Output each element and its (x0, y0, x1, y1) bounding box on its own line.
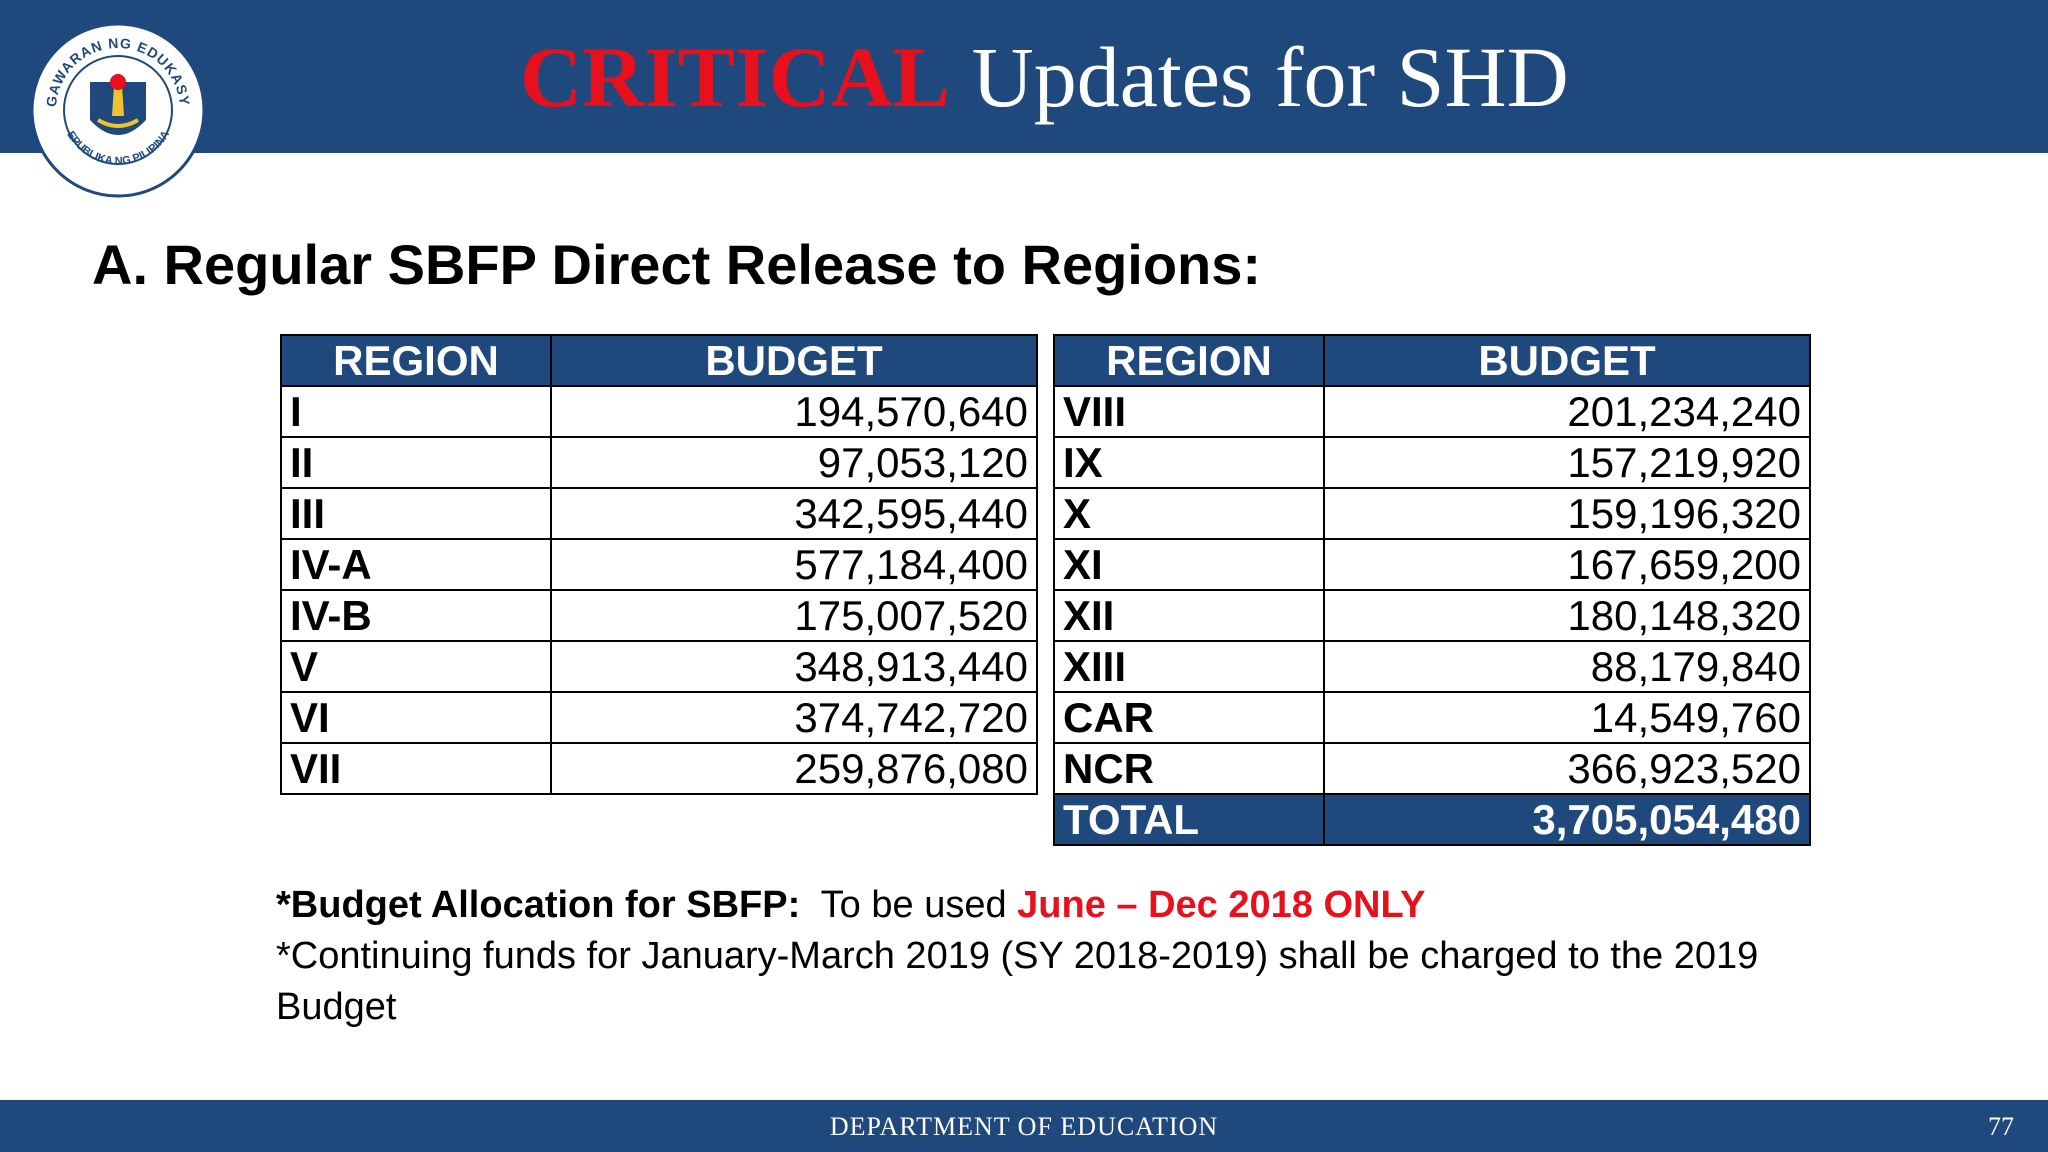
region-cell: VII (280, 742, 552, 795)
budget-cell: 348,913,440 (550, 640, 1038, 693)
page-title: CRITICAL Updates for SHD (520, 22, 1569, 132)
table-row: XI 167,659,200 (1053, 538, 1811, 591)
table-row: IV-A 577,184,400 (280, 538, 1038, 591)
region-cell: II (280, 436, 552, 489)
region-cell: VIII (1053, 385, 1325, 438)
footer-band (0, 1100, 2048, 1152)
total-label: TOTAL (1053, 793, 1325, 846)
title-rest: Updates for SHD (950, 29, 1569, 125)
budget-cell: 180,148,320 (1323, 589, 1811, 642)
budget-cell: 259,876,080 (550, 742, 1038, 795)
region-cell: NCR (1053, 742, 1325, 795)
region-cell: VI (280, 691, 552, 744)
table-row: CAR 14,549,760 (1053, 691, 1811, 744)
table-row: IV-B 175,007,520 (280, 589, 1038, 642)
table-row: III 342,595,440 (280, 487, 1038, 540)
table-row: IX 157,219,920 (1053, 436, 1811, 489)
budget-cell: 88,179,840 (1323, 640, 1811, 693)
table-header-row: REGION BUDGET (1053, 334, 1811, 387)
budget-cell: 374,742,720 (550, 691, 1038, 744)
title-emphasis: CRITICAL (520, 29, 951, 125)
region-cell: IV-A (280, 538, 552, 591)
note-budget-allocation: *Budget Allocation for SBFP: To be used … (276, 880, 1816, 931)
note-label: *Budget Allocation for SBFP: (276, 884, 801, 926)
column-header-budget: BUDGET (550, 334, 1038, 387)
note-continuing-funds: *Continuing funds for January-March 2019… (276, 935, 1759, 1028)
budget-table-left: REGION BUDGET I 194,570,640 II 97,053,120 … (280, 334, 1038, 795)
column-header-budget: BUDGET (1323, 334, 1811, 387)
table-row: X 159,196,320 (1053, 487, 1811, 540)
region-cell: CAR (1053, 691, 1325, 744)
table-header-row: REGION BUDGET (280, 334, 1038, 387)
budget-cell: 14,549,760 (1323, 691, 1811, 744)
table-row: II 97,053,120 (280, 436, 1038, 489)
footer-text: DEPARTMENT OF EDUCATION (829, 1112, 1219, 1141)
section-heading: A. Regular SBFP Direct Release to Region… (92, 233, 1262, 296)
region-cell: III (280, 487, 552, 540)
budget-cell: 175,007,520 (550, 589, 1038, 642)
note-highlight: June – Dec 2018 ONLY (1017, 884, 1426, 926)
budget-cell: 577,184,400 (550, 538, 1038, 591)
budget-cell: 167,659,200 (1323, 538, 1811, 591)
table-row: XII 180,148,320 (1053, 589, 1811, 642)
note-text: To be used (800, 884, 1018, 926)
page-number: 77 (1988, 1112, 2014, 1141)
budget-cell: 97,053,120 (550, 436, 1038, 489)
table-row: NCR 366,923,520 (1053, 742, 1811, 795)
table-row: V 348,913,440 (280, 640, 1038, 693)
region-cell: XI (1053, 538, 1325, 591)
budget-cell: 366,923,520 (1323, 742, 1811, 795)
region-cell: IX (1053, 436, 1325, 489)
table-row: VI 374,742,720 (280, 691, 1038, 744)
region-cell: XIII (1053, 640, 1325, 693)
table-row: XIII 88,179,840 (1053, 640, 1811, 693)
deped-seal-icon: KAGAWARAN NG EDUKASYON REPUBLIKA NG PILI… (28, 20, 206, 198)
column-header-region: REGION (1053, 334, 1325, 387)
column-header-region: REGION (280, 334, 552, 387)
region-cell: IV-B (280, 589, 552, 642)
region-cell: X (1053, 487, 1325, 540)
budget-cell: 159,196,320 (1323, 487, 1811, 540)
table-row: VIII 201,234,240 (1053, 385, 1811, 438)
region-cell: V (280, 640, 552, 693)
region-cell: I (280, 385, 552, 438)
table-row: VII 259,876,080 (280, 742, 1038, 795)
total-row: TOTAL 3,705,054,480 (1053, 793, 1811, 846)
region-cell: XII (1053, 589, 1325, 642)
table-row: I 194,570,640 (280, 385, 1038, 438)
budget-cell: 157,219,920 (1323, 436, 1811, 489)
notes: *Budget Allocation for SBFP: To be used … (276, 880, 1816, 1033)
total-value: 3,705,054,480 (1323, 793, 1811, 846)
budget-cell: 194,570,640 (550, 385, 1038, 438)
header-band (0, 0, 2048, 153)
budget-table-right: REGION BUDGET VIII 201,234,240 IX 157,219,… (1053, 334, 1811, 846)
budget-cell: 201,234,240 (1323, 385, 1811, 438)
budget-cell: 342,595,440 (550, 487, 1038, 540)
